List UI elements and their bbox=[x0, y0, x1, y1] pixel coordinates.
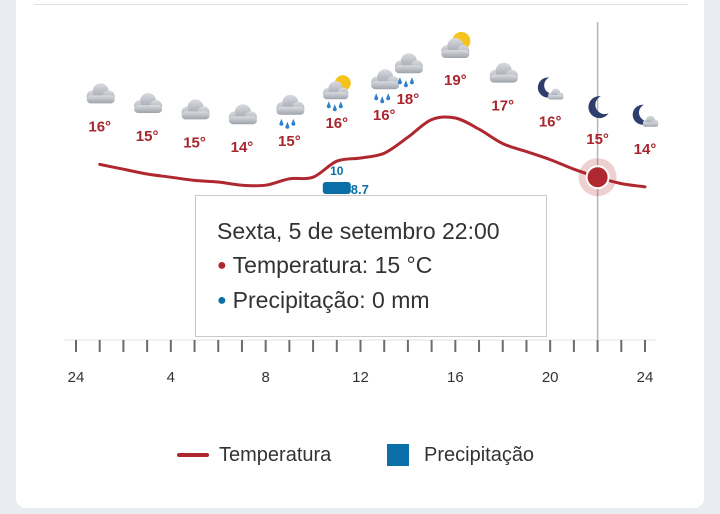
temperature-line-swatch bbox=[177, 453, 209, 457]
hourly-temperature-label: 15° bbox=[278, 133, 301, 150]
cloudy-icon bbox=[489, 62, 518, 83]
hourly-temperature-label: 16° bbox=[325, 115, 348, 132]
hourly-temperature-label: 17° bbox=[491, 98, 514, 115]
hourly-temperature-label: 15° bbox=[183, 134, 206, 151]
x-tick-label: 4 bbox=[167, 369, 175, 386]
x-tick-label: 8 bbox=[261, 369, 269, 386]
precipitation-value-label: 8.7 bbox=[351, 182, 369, 197]
moon-cloud-icon bbox=[632, 104, 659, 127]
precipitation-dot-icon: ● bbox=[217, 292, 227, 309]
cloudy-icon bbox=[228, 104, 257, 125]
cloudy-icon bbox=[134, 93, 163, 113]
rain-icon bbox=[276, 94, 305, 129]
cloudy-icon bbox=[86, 83, 115, 104]
temperature-series-line[interactable] bbox=[98, 115, 647, 189]
tooltip-temperature: Temperatura: 15 °C bbox=[232, 252, 433, 278]
hourly-temperature-label: 15° bbox=[586, 131, 609, 148]
sun-rain-icon bbox=[323, 75, 351, 112]
tooltip-temperature-row: ● Temperatura: 15 °C bbox=[217, 248, 546, 283]
legend-item-temperature[interactable]: Temperatura bbox=[177, 440, 331, 470]
moon-icon bbox=[588, 96, 609, 119]
hourly-temperature-label: 15° bbox=[136, 128, 159, 145]
temperature-dot-icon: ● bbox=[217, 257, 227, 274]
partly-sunny-icon bbox=[441, 32, 471, 58]
precipitation-bar[interactable] bbox=[322, 182, 351, 194]
x-tick-label: 24 bbox=[68, 369, 85, 386]
precipitation-square-swatch bbox=[387, 444, 409, 466]
precipitation-peak-label: 10 bbox=[330, 164, 344, 178]
tooltip-title: Sexta, 5 de setembro 22:00 bbox=[217, 218, 500, 244]
chart-legend: Temperatura Precipitação bbox=[0, 440, 720, 470]
legend-label-temperature: Temperatura bbox=[219, 443, 332, 466]
x-tick-label: 12 bbox=[352, 369, 369, 386]
highlight-point[interactable] bbox=[585, 165, 610, 190]
tooltip-precipitation-row: ● Precipitação: 0 mm bbox=[217, 283, 546, 318]
hourly-temperature-label: 16° bbox=[373, 107, 396, 124]
hourly-temperature-label: 16° bbox=[88, 118, 111, 135]
hourly-temperature-label: 14° bbox=[634, 141, 657, 158]
x-tick-label: 20 bbox=[542, 369, 559, 386]
chart-tooltip: Sexta, 5 de setembro 22:00 ● Temperatura:… bbox=[195, 195, 547, 337]
rain-icon bbox=[371, 69, 400, 104]
moon-cloud-icon bbox=[537, 77, 564, 100]
legend-label-precipitation: Precipitação bbox=[424, 443, 535, 466]
rain-icon bbox=[394, 53, 423, 88]
hourly-temperature-label: 19° bbox=[444, 72, 467, 89]
x-tick-label: 16 bbox=[447, 369, 464, 386]
cloudy-icon bbox=[181, 99, 210, 120]
tooltip-precipitation: Precipitação: 0 mm bbox=[232, 287, 430, 313]
top-divider bbox=[34, 4, 688, 5]
hourly-temperature-label: 18° bbox=[397, 91, 420, 108]
x-tick-label: 24 bbox=[637, 369, 654, 386]
hourly-temperature-label: 14° bbox=[231, 139, 254, 156]
hourly-temperature-label: 16° bbox=[539, 114, 562, 131]
legend-item-precipitation[interactable]: Precipitação bbox=[387, 440, 534, 470]
